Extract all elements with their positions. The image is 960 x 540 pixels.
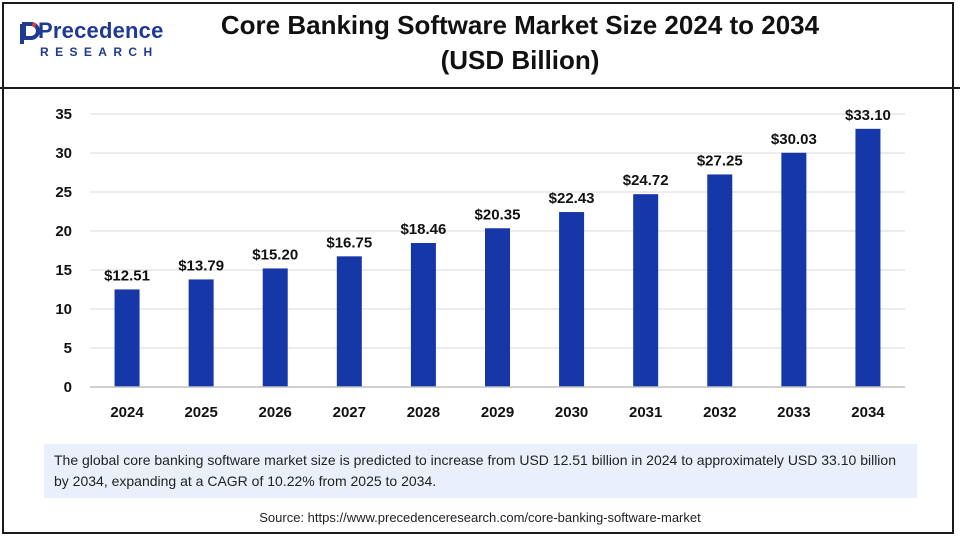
value-label-2024: $12.51 bbox=[104, 267, 150, 284]
bar-2029 bbox=[485, 228, 510, 387]
bar-2031 bbox=[633, 194, 659, 387]
bar-2034 bbox=[855, 128, 881, 387]
bar-2032 bbox=[707, 174, 733, 387]
value-label-2032: $27.25 bbox=[697, 152, 743, 169]
logo-mark-icon bbox=[20, 22, 40, 44]
x-axis-ticks: 2024 2025 2026 2027 2028 2029 2030 2031 2032 2033… bbox=[110, 404, 885, 421]
y-axis-ticks: 0 5 10 15 20 25 30 35 bbox=[55, 106, 72, 396]
value-label-2028: $18.46 bbox=[400, 221, 446, 238]
x-tick-label-2024: 2024 bbox=[110, 404, 144, 421]
value-label-2031: $24.72 bbox=[623, 172, 669, 189]
y-tick-label: 10 bbox=[55, 301, 72, 318]
y-tick-label: 5 bbox=[64, 340, 72, 357]
bar-2033 bbox=[781, 152, 807, 387]
value-label-2034: $33.10 bbox=[845, 107, 891, 124]
x-tick-label-2031: 2031 bbox=[629, 404, 662, 421]
value-label-2033: $30.03 bbox=[771, 131, 817, 148]
value-label-2026: $15.20 bbox=[252, 246, 298, 263]
y-tick-label: 30 bbox=[55, 145, 72, 162]
chart-title: Core Banking Software Market Size 2024 t… bbox=[180, 8, 860, 78]
value-label-2030: $22.43 bbox=[549, 190, 595, 207]
x-tick-label-2033: 2033 bbox=[777, 404, 810, 421]
x-tick-label-2026: 2026 bbox=[259, 404, 292, 421]
x-tick-label-2032: 2032 bbox=[703, 404, 736, 421]
x-tick-label-2029: 2029 bbox=[481, 404, 514, 421]
header-divider bbox=[0, 87, 960, 89]
bars bbox=[114, 128, 881, 387]
x-tick-label-2030: 2030 bbox=[555, 404, 588, 421]
x-tick-label-2027: 2027 bbox=[333, 404, 366, 421]
bar-2028 bbox=[410, 243, 436, 387]
x-tick-label-2028: 2028 bbox=[407, 404, 440, 421]
y-tick-label: 35 bbox=[55, 106, 72, 123]
brand-subtitle: RESEARCH bbox=[40, 45, 159, 59]
brand-name: Precedence bbox=[38, 18, 164, 43]
value-label-2025: $13.79 bbox=[178, 257, 224, 274]
bar-2027 bbox=[336, 256, 362, 387]
y-tick-label: 0 bbox=[64, 379, 72, 396]
chart-title-line-2: (USD Billion) bbox=[440, 45, 600, 75]
x-tick-label-2034: 2034 bbox=[851, 404, 885, 421]
value-labels: $12.51 $13.79 $15.20 $16.75 $18.46 $20.35 $22.… bbox=[104, 107, 891, 285]
brand-logo: Precedence RESEARCH bbox=[18, 14, 168, 64]
bar-2026 bbox=[262, 268, 288, 387]
y-tick-label: 20 bbox=[55, 223, 72, 240]
bar-2030 bbox=[559, 212, 585, 387]
value-label-2027: $16.75 bbox=[326, 234, 372, 251]
y-tick-label: 25 bbox=[55, 184, 72, 201]
bar-2025 bbox=[188, 279, 214, 387]
chart-title-line-1: Core Banking Software Market Size 2024 t… bbox=[220, 10, 820, 40]
bar-2024 bbox=[114, 289, 140, 387]
summary-note: The global core banking software market … bbox=[44, 444, 917, 498]
source-citation: Source: https://www.precedenceresearch.c… bbox=[259, 510, 701, 525]
x-tick-label-2025: 2025 bbox=[184, 404, 217, 421]
value-label-2029: $20.35 bbox=[475, 206, 521, 223]
chart-frame bbox=[2, 2, 954, 534]
y-tick-label: 15 bbox=[55, 262, 72, 279]
